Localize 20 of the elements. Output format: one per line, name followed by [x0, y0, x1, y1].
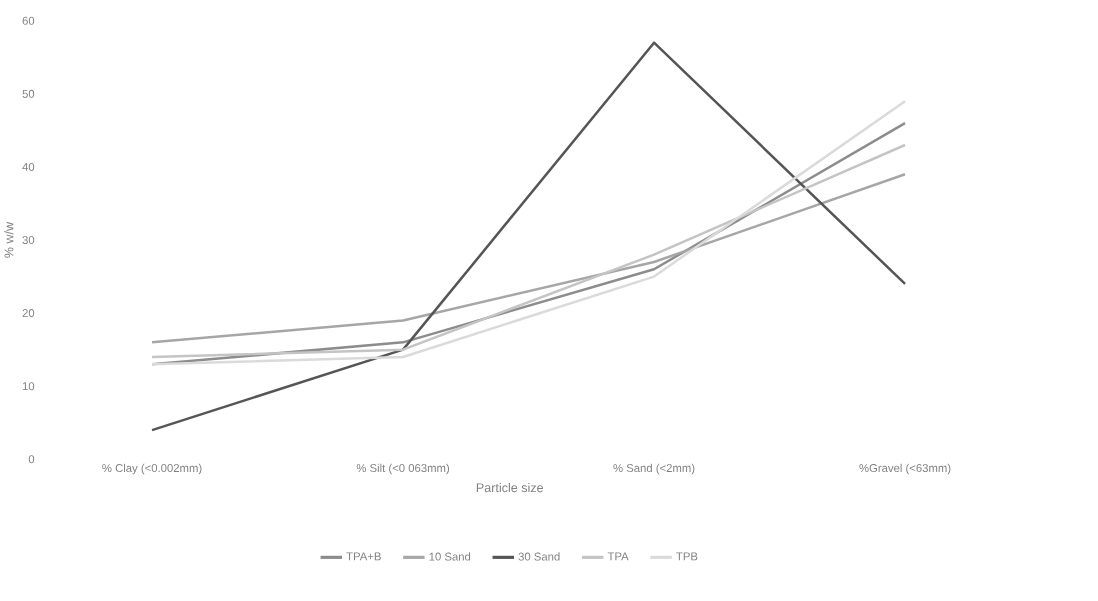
x-tick-label: %Gravel (<63mm) — [859, 463, 951, 475]
y-axis-title: % w/w — [4, 221, 14, 258]
y-tick-label: 0 — [28, 455, 35, 464]
x-tick-label: % Silt (<0 063mm) — [356, 463, 450, 475]
y-tick-label: 10 — [22, 382, 35, 391]
legend-label: TPA+B — [346, 552, 381, 561]
y-tick-label: 50 — [22, 89, 35, 98]
legend-label: 30 Sand — [518, 552, 560, 561]
x-tick-label: % Sand (<2mm) — [613, 463, 695, 475]
x-tick-label: % Clay (<0.002mm) — [102, 463, 202, 475]
legend-label: TPB — [676, 552, 698, 561]
y-tick-label: 20 — [22, 309, 35, 318]
line-series — [150, 173, 907, 344]
y-tick-label: 60 — [22, 16, 35, 25]
legend-label: TPA — [607, 552, 629, 561]
line-series — [150, 41, 907, 432]
y-tick-label: 30 — [22, 236, 35, 245]
y-tick-label: 40 — [22, 163, 35, 172]
legend-label: 10 Sand — [429, 552, 471, 561]
x-axis-title: Particle size — [476, 483, 544, 493]
